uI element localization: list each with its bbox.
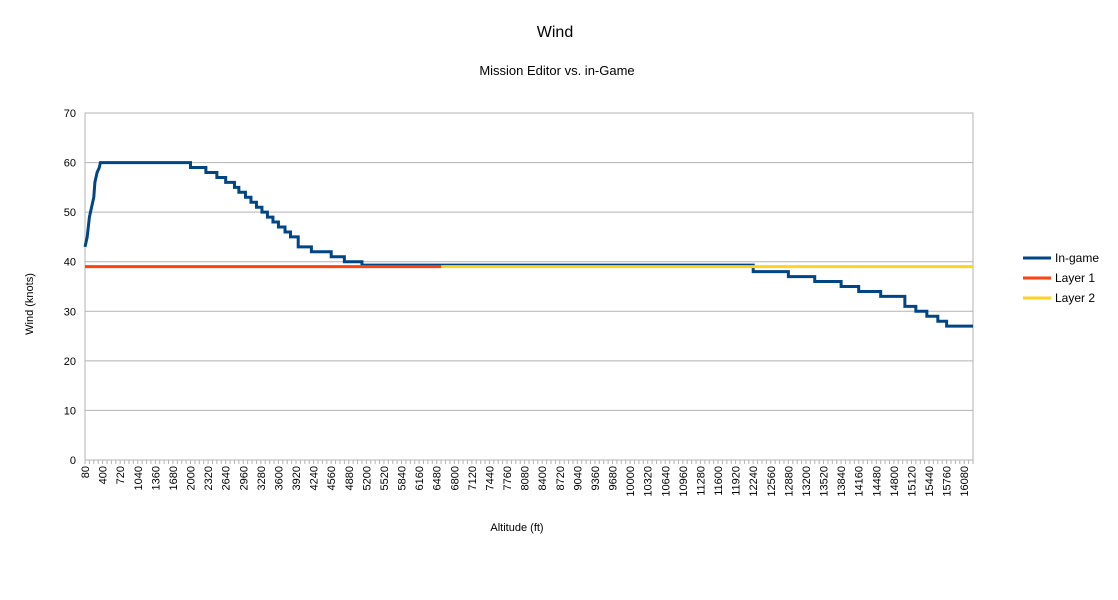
legend-label-in-game: In-game <box>1055 251 1099 265</box>
x-tick-label: 1040 <box>133 466 145 490</box>
x-tick-label: 13840 <box>836 466 848 497</box>
x-tick-label: 4560 <box>326 466 338 490</box>
chart-subtitle: Mission Editor vs. in-Game <box>479 63 634 78</box>
x-axis-label: Altitude (ft) <box>490 522 543 534</box>
x-tick-label: 10960 <box>678 466 690 497</box>
x-tick-label: 5520 <box>379 466 391 490</box>
x-tick-label: 12880 <box>783 466 795 497</box>
x-tick-label: 13200 <box>801 466 813 497</box>
x-tick-label: 15440 <box>924 466 936 497</box>
x-tick-label: 6160 <box>414 466 426 490</box>
x-tick-label: 10320 <box>643 466 655 497</box>
x-tick-label: 400 <box>98 466 110 484</box>
x-tick-label: 3280 <box>256 466 268 490</box>
x-tick-label: 7440 <box>484 466 496 490</box>
plot-area <box>83 161 973 328</box>
y-tick-label: 60 <box>64 158 76 170</box>
x-tick-label: 9680 <box>608 466 620 490</box>
x-tick-label: 2640 <box>221 466 233 490</box>
x-tick-label: 14160 <box>854 466 866 497</box>
axes: 0 10 20 30 40 50 60 70 80 400 720 1040 1360 1680 2000 2… <box>64 108 974 497</box>
x-tick-label: 8080 <box>520 466 532 490</box>
y-tick-label: 70 <box>64 108 76 120</box>
x-tick-label: 10640 <box>660 466 672 497</box>
x-tick-label: 8400 <box>537 466 549 490</box>
x-tick-label: 2000 <box>186 466 198 490</box>
y-tick-label: 10 <box>64 405 76 417</box>
legend-label-layer-2: Layer 2 <box>1055 291 1095 305</box>
x-tick-label: 2320 <box>203 466 215 490</box>
x-tick-label: 6800 <box>449 466 461 490</box>
x-tick-label: 1680 <box>168 466 180 490</box>
x-tick-label: 11280 <box>695 466 707 496</box>
x-tick-label: 4240 <box>309 466 321 490</box>
x-tick-label: 2960 <box>238 466 250 490</box>
y-tick-label: 40 <box>64 257 76 269</box>
x-tick-label: 3600 <box>273 466 285 490</box>
legend-label-layer-1: Layer 1 <box>1055 271 1095 285</box>
x-tick-label: 11600 <box>713 466 725 496</box>
x-tick-label: 15120 <box>906 466 918 497</box>
legend: In-game Layer 1 Layer 2 <box>1023 251 1099 305</box>
x-tick-label: 5840 <box>397 466 409 490</box>
x-tick-label: 80 <box>80 466 92 478</box>
x-tick-label: 1360 <box>150 466 162 490</box>
y-tick-label: 20 <box>64 356 76 368</box>
x-tick-label: 12240 <box>748 466 760 497</box>
chart-title: Wind <box>537 24 573 41</box>
x-tick-label: 11920 <box>731 466 743 496</box>
series-line-in-game <box>83 161 973 328</box>
x-tick-label: 6480 <box>432 466 444 490</box>
x-tick-label: 14480 <box>871 466 883 497</box>
y-tick-label: 0 <box>70 455 76 467</box>
x-tick-label: 12560 <box>766 466 778 497</box>
y-axis-label: Wind (knots) <box>24 273 36 335</box>
x-tick-label: 720 <box>115 466 127 484</box>
x-tick-label: 9360 <box>590 466 602 490</box>
x-tick-label: 14800 <box>889 466 901 497</box>
x-tick-label: 13520 <box>819 466 831 497</box>
y-tick-label: 50 <box>64 207 76 219</box>
x-tick-label: 8720 <box>555 466 567 490</box>
x-tick-label: 7120 <box>467 466 479 490</box>
x-tick-label: 9040 <box>572 466 584 490</box>
x-tick-label: 7760 <box>502 466 514 490</box>
y-tick-label: 30 <box>64 306 76 318</box>
x-tick-label: 3920 <box>291 466 303 490</box>
x-tick-label: 5200 <box>361 466 373 490</box>
x-tick-label: 10000 <box>625 466 637 497</box>
x-tick-label: 16080 <box>959 466 971 497</box>
x-tick-label: 15760 <box>942 466 954 497</box>
grid <box>85 112 973 461</box>
x-tick-label: 4880 <box>344 466 356 490</box>
